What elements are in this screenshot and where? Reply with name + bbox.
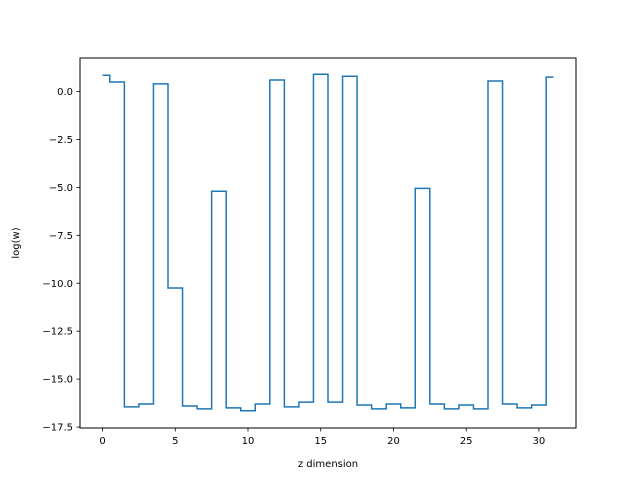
axes-frame <box>79 57 577 429</box>
y-tick-label: −5.0 <box>49 183 73 194</box>
y-tick-label: −17.5 <box>42 423 73 434</box>
y-tick-label: −7.5 <box>49 231 73 242</box>
series-layer <box>102 73 554 412</box>
y-axis-label: log(w) <box>11 227 22 258</box>
x-tick-label: 0 <box>99 436 105 447</box>
x-ticks: 0 5 10 15 20 25 30 <box>99 428 545 447</box>
y-tick-label: −15.0 <box>42 375 73 386</box>
x-axis-label: z dimension <box>298 459 358 470</box>
x-tick-label: 15 <box>314 436 327 447</box>
y-tick-label: 0.0 <box>57 87 73 98</box>
y-tick-label: −10.0 <box>42 279 73 290</box>
series-line <box>102 73 554 412</box>
x-tick-label: 25 <box>460 436 473 447</box>
x-tick-label: 5 <box>172 436 178 447</box>
y-ticks: 0.0 −2.5 −5.0 −7.5 −10.0 −12.5 −15.0 −17.5 <box>42 87 80 434</box>
x-tick-label: 30 <box>533 436 546 447</box>
y-tick-label: −2.5 <box>49 135 73 146</box>
y-tick-label: −12.5 <box>42 327 73 338</box>
x-tick-label: 20 <box>387 436 400 447</box>
x-tick-label: 10 <box>242 436 255 447</box>
